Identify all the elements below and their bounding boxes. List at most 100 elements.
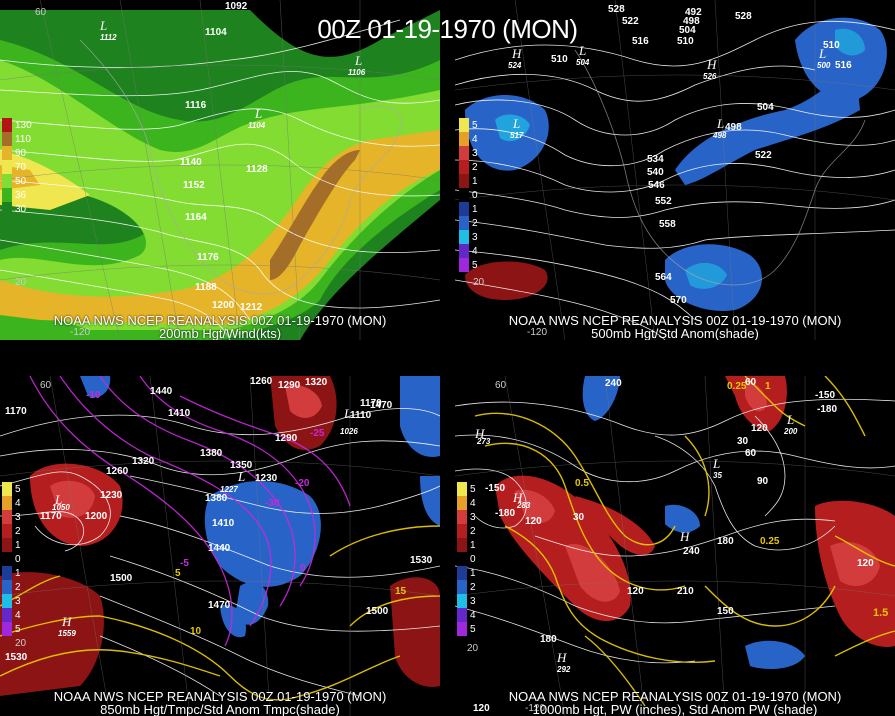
contour-label: 120 <box>525 516 542 527</box>
temp-label: -10 <box>86 390 101 401</box>
contour-label: 498 <box>725 122 742 133</box>
high-center: H <box>511 46 522 61</box>
legend-swatch <box>2 510 12 524</box>
legend-swatch <box>459 174 469 188</box>
legend-label: 4 <box>15 497 21 509</box>
legend-label: 5 <box>472 259 478 271</box>
contour-label: 492 <box>685 7 702 18</box>
contour-label: 558 <box>659 219 676 230</box>
contour-label: 1152 <box>183 180 205 191</box>
panel-field-caption: 1000mb Hgt, PW (inches), Std Anom PW (sh… <box>532 702 818 716</box>
contour-label: 1260 <box>106 466 129 477</box>
contour-label: 1290 <box>275 433 298 444</box>
map-850mb: 1170 1440 1410 1380 1260 1290 1320 1230 … <box>0 376 440 716</box>
pw-label: 1.5 <box>873 607 888 619</box>
legend-swatch <box>2 538 12 552</box>
contour-label: 1188 <box>195 282 217 293</box>
contour-label: 210 <box>677 586 694 597</box>
legend-label: 4 <box>470 497 476 509</box>
low-center: L <box>716 116 724 131</box>
legend-swatch <box>457 608 467 622</box>
map-1000mb: 240 60 -150 -180 120 30 60 90 -150 -180 … <box>455 376 895 716</box>
contour-label: 1116 <box>185 100 207 111</box>
contour-label: 540 <box>647 167 664 178</box>
low-center: L <box>254 106 262 121</box>
contour-label: -180 <box>495 508 515 519</box>
legend-swatch <box>459 160 469 174</box>
contour-label: 1230 <box>100 490 123 501</box>
legend-label: 1 <box>15 567 21 579</box>
panel-500mb-height-anomaly: 528 522 516 492 498 504 510 528 510 534 … <box>455 0 895 340</box>
contour-label: 516 <box>632 36 649 47</box>
legend-label: 2 <box>15 581 21 593</box>
legend-swatch <box>457 482 467 496</box>
contour-label: 1128 <box>246 164 268 175</box>
legend-swatch <box>457 524 467 538</box>
temp-label: 0 <box>300 563 306 574</box>
legend-swatch <box>2 496 12 510</box>
contour-label: 1410 <box>212 518 235 529</box>
contour-label: 180 <box>540 634 557 645</box>
contour-label: 510 <box>551 54 568 65</box>
contour-label: 552 <box>655 196 672 207</box>
contour-label: 504 <box>679 25 696 36</box>
legend-swatch <box>459 118 469 132</box>
temp-label: 15 <box>395 586 407 597</box>
legend-swatch <box>457 510 467 524</box>
legend-swatch <box>2 524 12 538</box>
contour-label: -180 <box>817 404 837 415</box>
low-center: L <box>54 492 62 507</box>
legend-swatch <box>2 608 12 622</box>
high-center: H <box>61 614 72 629</box>
low-center: L <box>343 406 351 421</box>
legend-label: 4 <box>15 609 21 621</box>
map-500mb: 528 522 516 492 498 504 510 528 510 534 … <box>455 0 895 340</box>
legend-label: 1 <box>472 203 478 215</box>
pw-label: 0.5 <box>575 478 589 489</box>
low-center: L <box>354 53 362 68</box>
legend-label: 0 <box>472 189 478 201</box>
contour-label: 1200 <box>212 300 235 311</box>
contour-label: 1380 <box>200 448 223 459</box>
legend-swatch <box>459 146 469 160</box>
contour-label: 1164 <box>185 212 207 223</box>
contour-label: 522 <box>755 150 772 161</box>
main-title: 00Z 01-19-1970 (MON) <box>317 14 578 44</box>
legend-swatch <box>459 202 469 216</box>
high-center: H <box>556 650 567 665</box>
legend-swatch <box>2 622 12 636</box>
legend-swatch <box>2 594 12 608</box>
contour-label: 180 <box>717 536 734 547</box>
legend-swatch <box>457 566 467 580</box>
temp-label: 5 <box>175 568 181 579</box>
legend-label: 2 <box>472 217 478 229</box>
contour-label: -150 <box>485 483 505 494</box>
legend-swatch <box>457 538 467 552</box>
high-value: 1559 <box>58 629 76 638</box>
contour-label: 1140 <box>180 157 202 168</box>
contour-label: 120 <box>751 423 768 434</box>
panel-850mb-height-temp: 1170 1440 1410 1380 1260 1290 1320 1230 … <box>0 376 440 716</box>
axis-label: -120 <box>527 327 547 338</box>
panel-1000mb-height-pw: 240 60 -150 -180 120 30 60 90 -150 -180 … <box>455 376 895 716</box>
legend-swatch <box>2 146 12 160</box>
contour-label: 1500 <box>366 606 389 617</box>
contour-label: 510 <box>677 36 694 47</box>
legend-label: 3 <box>15 511 21 523</box>
low-value: 498 <box>712 131 727 140</box>
legend-label: 5 <box>15 623 21 635</box>
panel-source-caption: NOAA NWS NCEP REANALYSIS 00Z 01-19-1970 … <box>508 689 842 704</box>
low-value: 200 <box>783 427 798 436</box>
legend-swatch <box>2 118 12 132</box>
axis-label: -120 <box>525 703 545 714</box>
low-center: L <box>818 46 826 61</box>
contour-label: 60 <box>745 377 757 388</box>
panel-source-caption: NOAA NWS NCEP REANALYSIS 00Z 01-19-1970 … <box>508 313 842 328</box>
high-value: 526 <box>703 72 717 81</box>
color-legend: 130 110 90 70 50 36 30 <box>2 118 36 216</box>
axis-label: 20 <box>467 643 479 654</box>
legend-swatch <box>2 552 12 566</box>
contour-label: 120 <box>857 558 874 569</box>
pw-label: 0.25 <box>727 381 747 392</box>
contour-label: 1230 <box>255 473 278 484</box>
